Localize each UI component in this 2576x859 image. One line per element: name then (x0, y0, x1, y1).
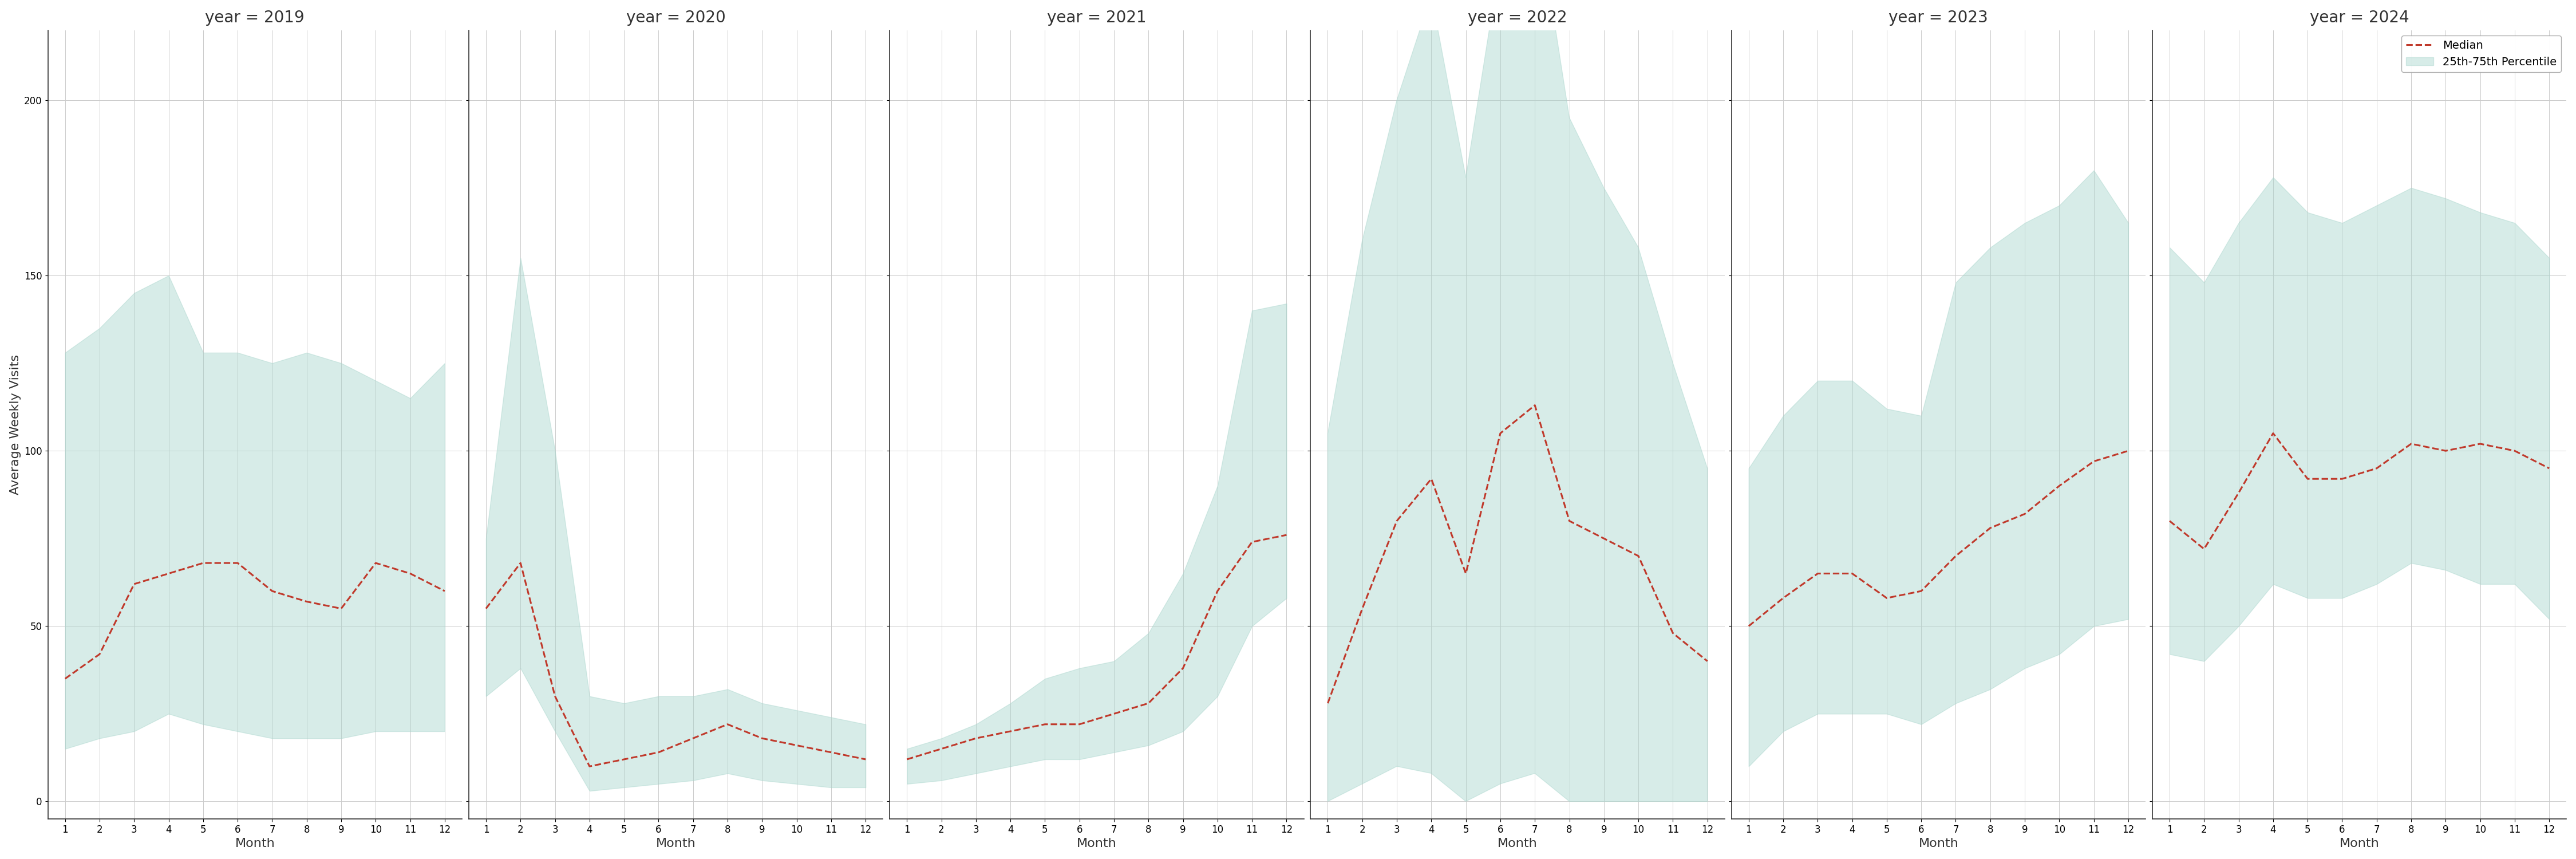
Median (291, 596, 322, 606)
Median (2362, 463, 2393, 473)
X-axis label: Month: Month (1919, 838, 1958, 850)
Median (1656, 628, 1687, 638)
Median (608, 754, 639, 765)
Median (1064, 719, 1095, 729)
Median (85, 649, 116, 660)
Title: year = 2024: year = 2024 (2311, 9, 2409, 26)
Median (2326, 473, 2357, 484)
Median (361, 557, 392, 568)
Y-axis label: Average Weekly Visits: Average Weekly Visits (10, 354, 21, 495)
Title: year = 2021: year = 2021 (1046, 9, 1146, 26)
Median (471, 603, 502, 613)
Median (1692, 656, 1723, 667)
Median (1803, 569, 1834, 579)
Median (711, 719, 742, 729)
Median (1270, 530, 1301, 540)
Median (1623, 551, 1654, 561)
X-axis label: Month: Month (657, 838, 696, 850)
Line: Median: Median (1327, 405, 1708, 704)
Median (325, 603, 355, 613)
Line: Median: Median (487, 563, 866, 766)
Median (2396, 439, 2427, 449)
Median (1347, 603, 1378, 613)
Median (1133, 698, 1164, 709)
Median (781, 740, 811, 751)
Title: year = 2023: year = 2023 (1888, 9, 1989, 26)
Median (2499, 446, 2530, 456)
Median (1311, 698, 1342, 709)
X-axis label: Month: Month (1497, 838, 1538, 850)
Median (1906, 586, 1937, 596)
Median (1381, 515, 1412, 526)
Median (1589, 533, 1620, 544)
Median (925, 744, 956, 754)
Median (2257, 428, 2287, 438)
Line: Median: Median (1749, 451, 2128, 626)
Median (222, 557, 252, 568)
Median (1097, 709, 1128, 719)
Median (747, 733, 778, 743)
Median (1484, 428, 1515, 438)
Median (1553, 515, 1584, 526)
Median (1450, 569, 1481, 579)
Median (2112, 446, 2143, 456)
Median (994, 726, 1025, 736)
Line: Median: Median (2169, 433, 2550, 549)
Median (2223, 488, 2254, 498)
Median (1236, 537, 1267, 547)
Median (2190, 544, 2221, 554)
Median (49, 673, 80, 684)
Median (2429, 446, 2460, 456)
Median (574, 761, 605, 771)
Median (1870, 593, 1901, 603)
Median (644, 747, 675, 758)
Median (817, 747, 848, 758)
Median (1203, 586, 1234, 596)
Median (538, 691, 569, 702)
Title: year = 2019: year = 2019 (206, 9, 304, 26)
X-axis label: Month: Month (2339, 838, 2380, 850)
Line: Median: Median (64, 563, 446, 679)
Median (1417, 473, 1448, 484)
Legend: Median, 25th-75th Percentile: Median, 25th-75th Percentile (2401, 36, 2561, 72)
Median (118, 579, 149, 589)
Median (258, 586, 289, 596)
X-axis label: Month: Month (234, 838, 276, 850)
Median (677, 733, 708, 743)
Median (2043, 481, 2074, 491)
Median (961, 733, 992, 743)
Median (1030, 719, 1061, 729)
Median (1767, 593, 1798, 603)
Median (1734, 621, 1765, 631)
Median (2293, 473, 2324, 484)
Median (188, 557, 219, 568)
Median (2009, 509, 2040, 519)
X-axis label: Month: Month (1077, 838, 1115, 850)
Median (2535, 463, 2566, 473)
Median (2465, 439, 2496, 449)
Median (1837, 569, 1868, 579)
Median (1167, 663, 1198, 673)
Title: year = 2020: year = 2020 (626, 9, 726, 26)
Median (505, 557, 536, 568)
Median (850, 754, 881, 765)
Median (152, 569, 183, 579)
Median (891, 754, 922, 765)
Median (2154, 515, 2184, 526)
Median (1520, 400, 1551, 411)
Median (1940, 551, 1971, 561)
Line: Median: Median (907, 535, 1285, 759)
Median (394, 569, 425, 579)
Title: year = 2022: year = 2022 (1468, 9, 1566, 26)
Median (1976, 523, 2007, 533)
Median (430, 586, 461, 596)
Median (2079, 456, 2110, 466)
